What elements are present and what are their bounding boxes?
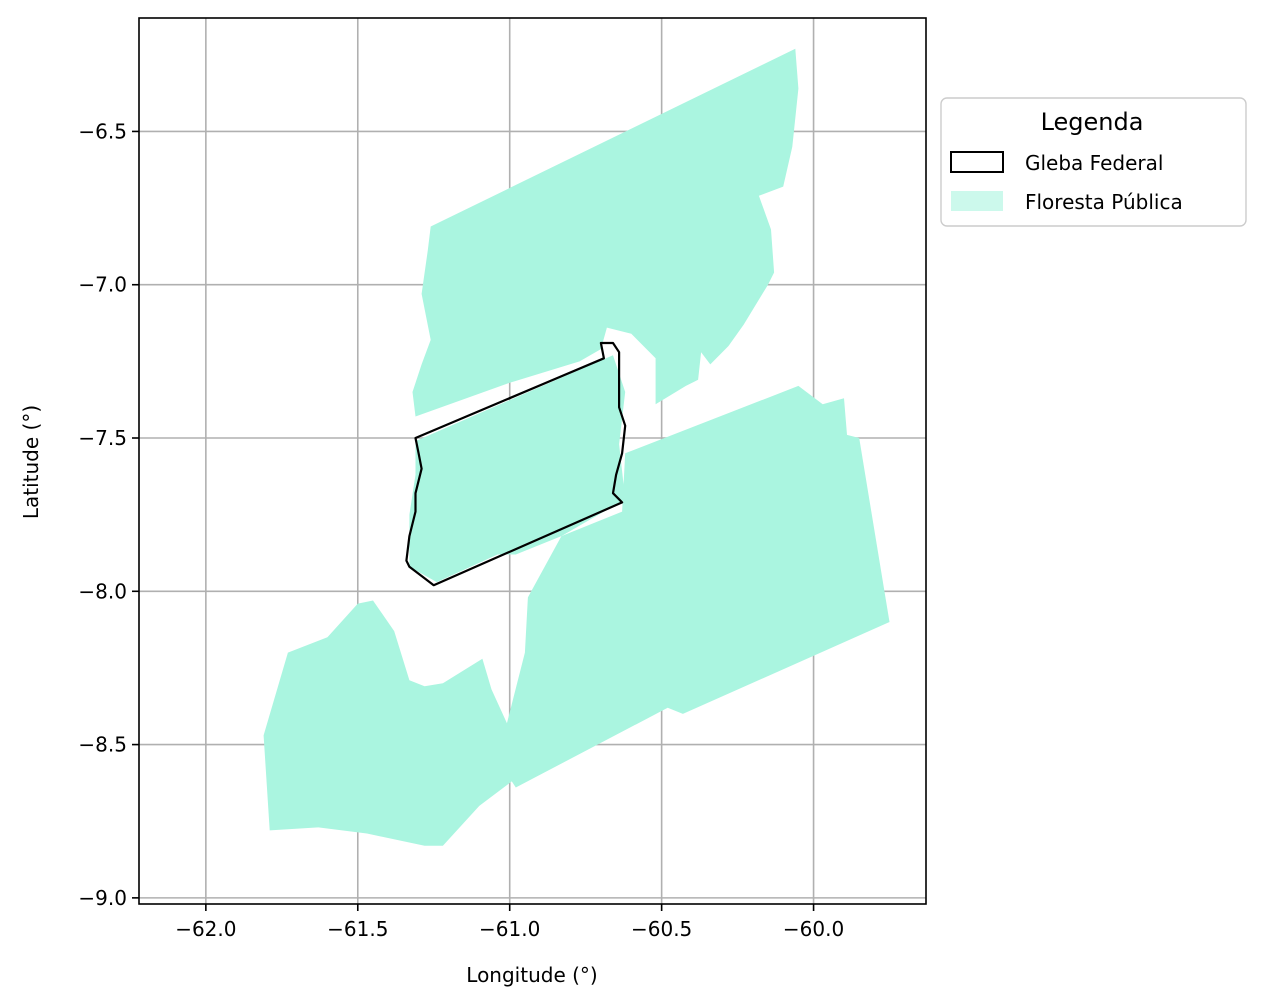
floresta-publica-polygon [263,600,516,846]
y-tick-label: −8.0 [78,579,127,603]
legend-swatch-floresta-publica [951,191,1003,211]
y-tick-label: −7.5 [78,426,127,450]
legend-box [940,97,1247,227]
y-axis-ticks: −6.5 −7.0 −7.5 −8.0 −8.5 −9.0 [78,119,139,910]
y-tick-label: −7.0 [78,273,127,297]
x-axis-label: Longitude (°) [466,963,597,987]
gleba-federal-layer [405,341,627,587]
x-tick-label: −61.0 [479,917,540,941]
legend-swatch-gleba-federal [950,151,1004,173]
x-tick-label: −62.0 [175,917,236,941]
y-axis-label: Latitude (°) [19,405,43,519]
legend-label-floresta-publica: Floresta Pública [1025,190,1183,214]
legend-label-gleba-federal: Gleba Federal [1025,151,1163,175]
y-tick-label: −8.5 [78,733,127,757]
gleba-federal-polygon [405,341,627,587]
x-tick-label: −60.0 [783,917,844,941]
floresta-publica-polygon [497,385,890,788]
legend: Legenda Gleba Federal Floresta Pública [940,97,1247,227]
y-tick-label: −6.5 [78,119,127,143]
floresta-publica-polygon [412,48,799,417]
legend-title: Legenda [1041,108,1144,136]
x-tick-label: −60.5 [631,917,692,941]
y-tick-label: −9.0 [78,886,127,910]
plot-frame [138,17,927,905]
x-axis-ticks: −62.0 −61.5 −61.0 −60.5 −60.0 [175,904,844,941]
x-tick-label: −61.5 [327,917,388,941]
